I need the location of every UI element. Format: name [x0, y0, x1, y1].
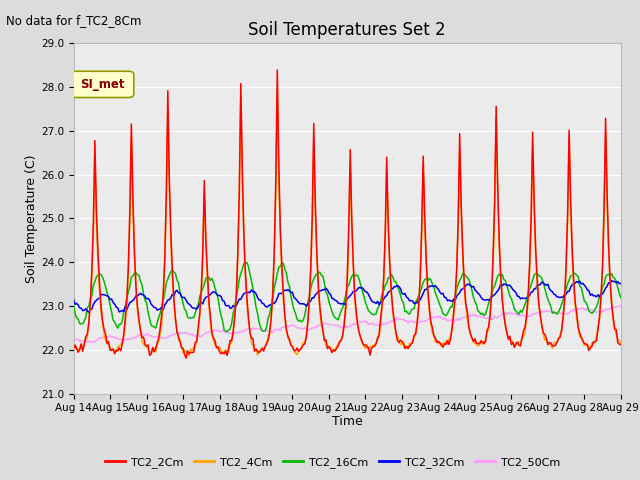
- TC2_2Cm: [415, 304, 422, 310]
- TC2_2Cm: [172, 315, 179, 321]
- TC2_50Cm: [173, 330, 180, 336]
- TC2_16Cm: [385, 275, 392, 281]
- X-axis label: Time: Time: [332, 415, 363, 428]
- TC2_2Cm: [273, 67, 281, 73]
- Line: TC2_32Cm: TC2_32Cm: [74, 280, 621, 312]
- TC2_4Cm: [70, 342, 77, 348]
- TC2_32Cm: [85, 310, 93, 315]
- Line: TC2_50Cm: TC2_50Cm: [74, 306, 621, 343]
- TC2_4Cm: [617, 340, 625, 346]
- TC2_32Cm: [608, 277, 616, 283]
- TC2_4Cm: [403, 345, 410, 351]
- TC2_16Cm: [172, 271, 179, 276]
- TC2_4Cm: [186, 353, 193, 359]
- TC2_2Cm: [85, 320, 93, 326]
- TC2_2Cm: [553, 340, 561, 346]
- TC2_2Cm: [617, 342, 625, 348]
- Line: TC2_2Cm: TC2_2Cm: [74, 70, 621, 358]
- TC2_2Cm: [385, 219, 392, 225]
- TC2_16Cm: [617, 295, 625, 300]
- Line: TC2_4Cm: TC2_4Cm: [74, 90, 621, 356]
- TC2_16Cm: [415, 293, 422, 299]
- Legend: TC2_2Cm, TC2_4Cm, TC2_16Cm, TC2_32Cm, TC2_50Cm: TC2_2Cm, TC2_4Cm, TC2_16Cm, TC2_32Cm, TC…: [101, 452, 564, 472]
- Text: SI_met: SI_met: [80, 78, 124, 91]
- TC2_16Cm: [223, 329, 231, 335]
- TC2_50Cm: [401, 318, 409, 324]
- Title: Soil Temperatures Set 2: Soil Temperatures Set 2: [248, 21, 446, 39]
- TC2_16Cm: [553, 311, 561, 317]
- FancyBboxPatch shape: [71, 71, 134, 97]
- TC2_32Cm: [552, 292, 559, 298]
- TC2_2Cm: [403, 344, 410, 349]
- TC2_2Cm: [70, 346, 77, 351]
- TC2_32Cm: [86, 306, 94, 312]
- TC2_16Cm: [403, 308, 410, 314]
- TC2_32Cm: [383, 293, 390, 299]
- TC2_50Cm: [383, 321, 390, 327]
- Text: No data for f_TC2_8Cm: No data for f_TC2_8Cm: [6, 14, 142, 27]
- TC2_32Cm: [401, 290, 409, 296]
- TC2_32Cm: [70, 297, 77, 302]
- TC2_4Cm: [85, 322, 93, 327]
- TC2_16Cm: [85, 303, 93, 309]
- TC2_16Cm: [70, 302, 77, 308]
- TC2_32Cm: [617, 281, 625, 287]
- Y-axis label: Soil Temperature (C): Soil Temperature (C): [25, 154, 38, 283]
- TC2_50Cm: [552, 311, 559, 316]
- TC2_50Cm: [86, 339, 94, 345]
- TC2_16Cm: [243, 260, 251, 265]
- TC2_32Cm: [413, 300, 421, 306]
- TC2_4Cm: [415, 303, 422, 309]
- TC2_4Cm: [273, 87, 281, 93]
- TC2_50Cm: [617, 303, 625, 309]
- TC2_4Cm: [553, 339, 561, 345]
- TC2_4Cm: [172, 318, 179, 324]
- TC2_50Cm: [413, 321, 421, 327]
- TC2_50Cm: [70, 336, 77, 342]
- TC2_4Cm: [385, 227, 392, 232]
- TC2_32Cm: [173, 288, 180, 293]
- TC2_50Cm: [83, 340, 91, 346]
- Line: TC2_16Cm: TC2_16Cm: [74, 263, 621, 332]
- TC2_2Cm: [182, 355, 190, 361]
